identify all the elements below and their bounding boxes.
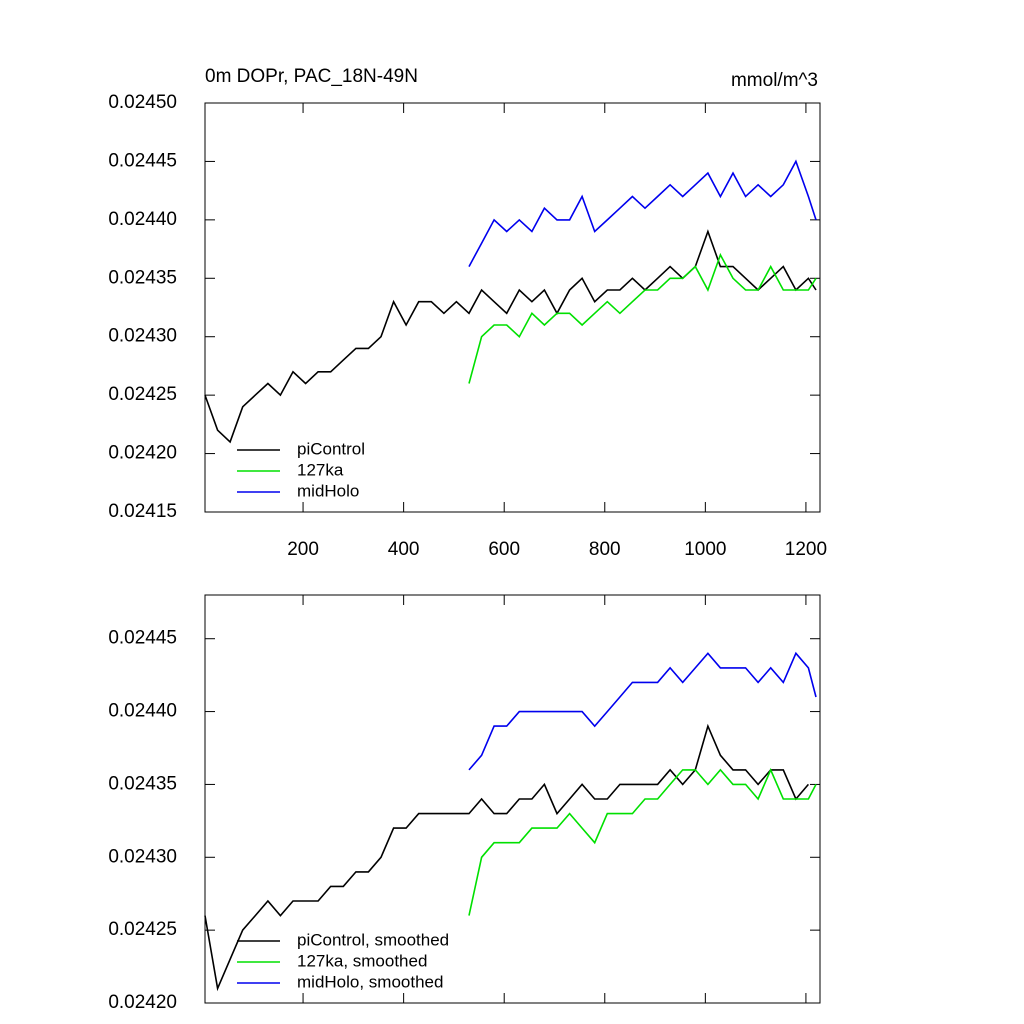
y-tick-label: 0.02440	[108, 209, 177, 230]
y-tick-label: 0.02425	[108, 384, 177, 405]
x-tick-label: 400	[388, 539, 420, 560]
legend-label: midHolo, smoothed	[297, 972, 443, 991]
x-tick-label: 1000	[684, 539, 726, 560]
x-tick-label: 200	[287, 539, 319, 560]
y-tick-label: 0.02430	[108, 326, 177, 347]
plot-frame	[204, 594, 821, 1004]
legend-label: piControl	[297, 439, 365, 458]
y-tick-label: 0.02445	[108, 150, 177, 171]
x-tick-label: 600	[488, 539, 520, 560]
y-tick-label: 0.02450	[108, 92, 177, 113]
data-line	[468, 767, 817, 916]
y-tick-label: 0.02415	[108, 501, 177, 522]
plot-frame	[204, 102, 821, 513]
y-tick-label: 0.02435	[108, 267, 177, 288]
legend-label: 127ka	[297, 460, 344, 479]
data-line	[468, 252, 817, 384]
y-tick-label: 0.02420	[108, 992, 177, 1013]
data-line	[468, 651, 817, 771]
data-line	[204, 723, 810, 992]
y-tick-label: 0.02435	[108, 773, 177, 794]
y-tick-label: 0.02425	[108, 919, 177, 940]
y-tick-label: 0.02420	[108, 443, 177, 464]
x-tick-label: 1200	[785, 539, 827, 560]
units-label: mmol/m^3	[731, 70, 818, 91]
chart-title: 0m DOPr, PAC_18N-49N	[205, 66, 418, 87]
legend-label: piControl, smoothed	[297, 930, 449, 949]
y-tick-label: 0.02430	[108, 846, 177, 867]
legend-label: midHolo	[297, 481, 359, 500]
x-tick-label: 800	[589, 539, 621, 560]
y-tick-label: 0.02445	[108, 628, 177, 649]
y-tick-label: 0.02440	[108, 701, 177, 722]
legend-label: 127ka, smoothed	[297, 951, 427, 970]
data-line	[468, 159, 817, 267]
